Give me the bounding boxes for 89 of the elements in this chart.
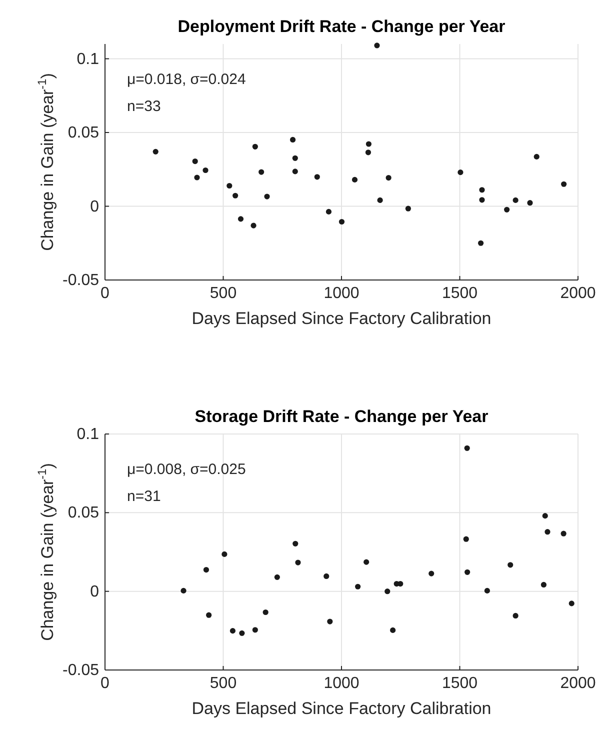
- chart-title: Deployment Drift Rate - Change per Year: [178, 17, 506, 36]
- point: [194, 174, 200, 180]
- point: [366, 141, 372, 147]
- point: [324, 573, 330, 580]
- point: [290, 136, 296, 143]
- x-tick-label: 500: [210, 675, 237, 692]
- x-tick-label: 2000: [560, 675, 596, 692]
- annotation: μ=0.008, σ=0.025: [127, 461, 246, 478]
- point: [398, 580, 404, 587]
- point: [292, 540, 298, 546]
- point: [232, 192, 238, 198]
- point: [478, 240, 484, 246]
- annotation: n=33: [127, 98, 161, 115]
- point: [544, 529, 550, 535]
- y-tick-label: 0.05: [68, 504, 100, 522]
- point: [192, 158, 198, 164]
- y-tick-label: 0.05: [68, 124, 100, 142]
- y-tick-label: 0: [90, 198, 100, 216]
- point: [203, 566, 210, 573]
- annotation: n=31: [127, 488, 161, 505]
- point: [464, 445, 470, 451]
- x-tick-label: 1000: [324, 675, 360, 692]
- x-tick-label: 0: [100, 285, 110, 302]
- point: [458, 170, 464, 176]
- y-tick-label: -0.05: [62, 662, 100, 679]
- x-axis-title: Days Elapsed Since Factory Calibration: [192, 699, 492, 718]
- point: [561, 181, 567, 187]
- point: [512, 612, 518, 619]
- point: [180, 588, 186, 594]
- point: [390, 627, 396, 633]
- point: [295, 560, 301, 566]
- point: [479, 197, 485, 203]
- point: [405, 206, 411, 212]
- point: [292, 155, 298, 161]
- point: [374, 42, 380, 48]
- point: [274, 574, 280, 580]
- point: [264, 194, 270, 200]
- point: [152, 148, 158, 154]
- x-tick-label: 0: [100, 675, 110, 692]
- point: [364, 559, 370, 565]
- point: [512, 197, 518, 203]
- point: [534, 154, 540, 160]
- chart-title: Storage Drift Rate - Change per Year: [194, 407, 489, 426]
- x-tick-label: 2000: [560, 285, 596, 302]
- point: [338, 218, 345, 225]
- y-tick-label: 0.1: [76, 50, 100, 68]
- point: [560, 530, 566, 536]
- point: [238, 216, 244, 222]
- point: [326, 208, 332, 215]
- point: [428, 570, 434, 576]
- point: [386, 174, 392, 181]
- point: [252, 627, 258, 633]
- point: [464, 569, 470, 575]
- y-tick-label: 0.1: [76, 426, 100, 443]
- x-tick-label: 500: [210, 285, 237, 302]
- point: [262, 609, 268, 616]
- point: [484, 588, 490, 594]
- point: [384, 588, 390, 594]
- y-tick-label: 0: [90, 583, 100, 600]
- point: [314, 174, 320, 180]
- point: [527, 200, 533, 206]
- point: [508, 562, 514, 568]
- point: [479, 187, 485, 193]
- point: [250, 222, 256, 228]
- point: [327, 618, 333, 624]
- point: [365, 150, 372, 156]
- point: [226, 182, 232, 189]
- point: [292, 168, 298, 174]
- x-tick-label: 1500: [442, 675, 478, 692]
- point: [252, 144, 258, 150]
- point: [542, 513, 548, 519]
- point: [377, 197, 383, 203]
- point: [504, 206, 510, 212]
- point: [568, 600, 574, 606]
- point: [463, 536, 469, 542]
- y-tick-label: -0.05: [62, 272, 100, 289]
- x-tick-label: 1500: [442, 285, 478, 302]
- point: [352, 176, 358, 182]
- point: [540, 582, 547, 588]
- point: [355, 584, 361, 590]
- point: [239, 630, 245, 636]
- point: [230, 628, 236, 634]
- point: [202, 167, 208, 174]
- x-tick-label: 1000: [324, 285, 360, 302]
- annotation: μ=0.018, σ=0.024: [127, 71, 246, 88]
- point: [206, 612, 212, 618]
- point: [222, 551, 228, 558]
- x-axis-title: Days Elapsed Since Factory Calibration: [192, 309, 492, 328]
- point: [258, 169, 264, 175]
